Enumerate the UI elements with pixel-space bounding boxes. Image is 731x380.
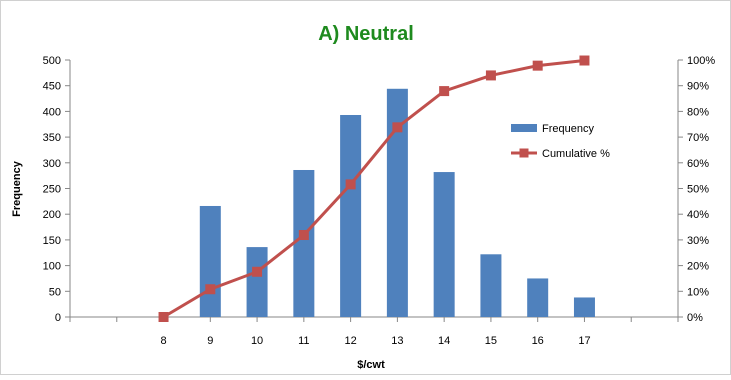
y-axis-right-tick-label: 10% xyxy=(687,286,709,298)
x-axis-tick-label: 11 xyxy=(298,335,309,347)
y-axis-left-tick-label: 50 xyxy=(49,286,61,298)
point-cumulative xyxy=(392,122,403,133)
x-axis-tick-label: 8 xyxy=(160,335,166,347)
bar-frequency xyxy=(340,114,362,317)
point-cumulative xyxy=(532,60,543,71)
legend: Frequency Cumulative % xyxy=(511,123,610,160)
y-axis-right-tick-label: 80% xyxy=(687,106,709,118)
legend-swatch-cumulative-marker xyxy=(519,148,529,158)
point-cumulative xyxy=(485,70,496,81)
point-cumulative xyxy=(252,266,263,277)
y-axis-right-tick-label: 60% xyxy=(687,158,709,170)
bar-frequency xyxy=(433,172,455,317)
line-cumulative-path xyxy=(162,59,585,319)
cumulative-line xyxy=(158,55,590,322)
x-axis-tick-label: 9 xyxy=(207,335,213,347)
bar-frequency xyxy=(293,169,315,317)
y-axis-left-tick-label: 350 xyxy=(43,132,61,144)
point-cumulative xyxy=(439,86,450,97)
y-axis-left-tick-label: 400 xyxy=(43,106,61,118)
y-axis-right-tick-label: 20% xyxy=(687,261,709,273)
bar-frequency xyxy=(246,247,268,317)
y-axis-left-tick-label: 300 xyxy=(43,158,61,170)
y-axis-left-tick-label: 100 xyxy=(43,261,61,273)
bar-frequency xyxy=(199,205,221,317)
legend-swatch-frequency xyxy=(511,124,537,132)
y-axis-right-tick-label: 40% xyxy=(687,209,709,221)
point-cumulative xyxy=(345,179,356,190)
y-axis-right-tick-label: 70% xyxy=(687,132,709,144)
point-cumulative xyxy=(298,230,309,241)
bars xyxy=(199,88,595,317)
bar-frequency xyxy=(573,297,595,317)
axes: 0 50 100 150 200 250 300 350 400 450 500 0% 10% 20% 30… xyxy=(43,55,716,347)
bar-frequency xyxy=(386,88,408,317)
x-axis-tick-label: 17 xyxy=(578,335,590,347)
x-axis-tick-label: 14 xyxy=(438,335,450,347)
x-axis-tick-label: 15 xyxy=(485,335,497,347)
point-cumulative xyxy=(158,312,169,322)
y-axis-right-tick-label: 90% xyxy=(687,81,709,93)
y-axis-right-tick-label: 100% xyxy=(687,55,715,67)
point-cumulative xyxy=(205,284,216,295)
y-axis-title: Frequency xyxy=(11,160,23,217)
bar-frequency xyxy=(480,254,502,317)
x-axis-tick-label: 13 xyxy=(391,335,403,347)
y-axis-left-tick-label: 250 xyxy=(43,184,61,196)
y-axis-right-tick-label: 50% xyxy=(687,184,709,196)
x-axis-tick-label: 16 xyxy=(532,335,544,347)
legend-label-cumulative: Cumulative % xyxy=(542,148,610,160)
y-axis-left-tick-label: 0 xyxy=(55,312,61,324)
bar-frequency xyxy=(527,278,549,317)
y-axis-left-tick-label: 200 xyxy=(43,209,61,221)
x-axis-tick-label: 12 xyxy=(344,335,356,347)
y-axis-left-tick-label: 500 xyxy=(43,55,61,67)
y-axis-left-tick-label: 150 xyxy=(43,235,61,247)
legend-label-frequency: Frequency xyxy=(542,123,594,135)
y-axis-right-tick-label: 30% xyxy=(687,235,709,247)
y-axis-left-tick-label: 450 xyxy=(43,81,61,93)
point-cumulative xyxy=(579,55,590,66)
y-axis-right-tick-label: 0% xyxy=(687,312,703,324)
x-axis-title: $/cwt xyxy=(357,359,385,371)
x-axis-tick-label: 10 xyxy=(251,335,263,347)
chart-title: A) Neutral xyxy=(318,23,414,45)
